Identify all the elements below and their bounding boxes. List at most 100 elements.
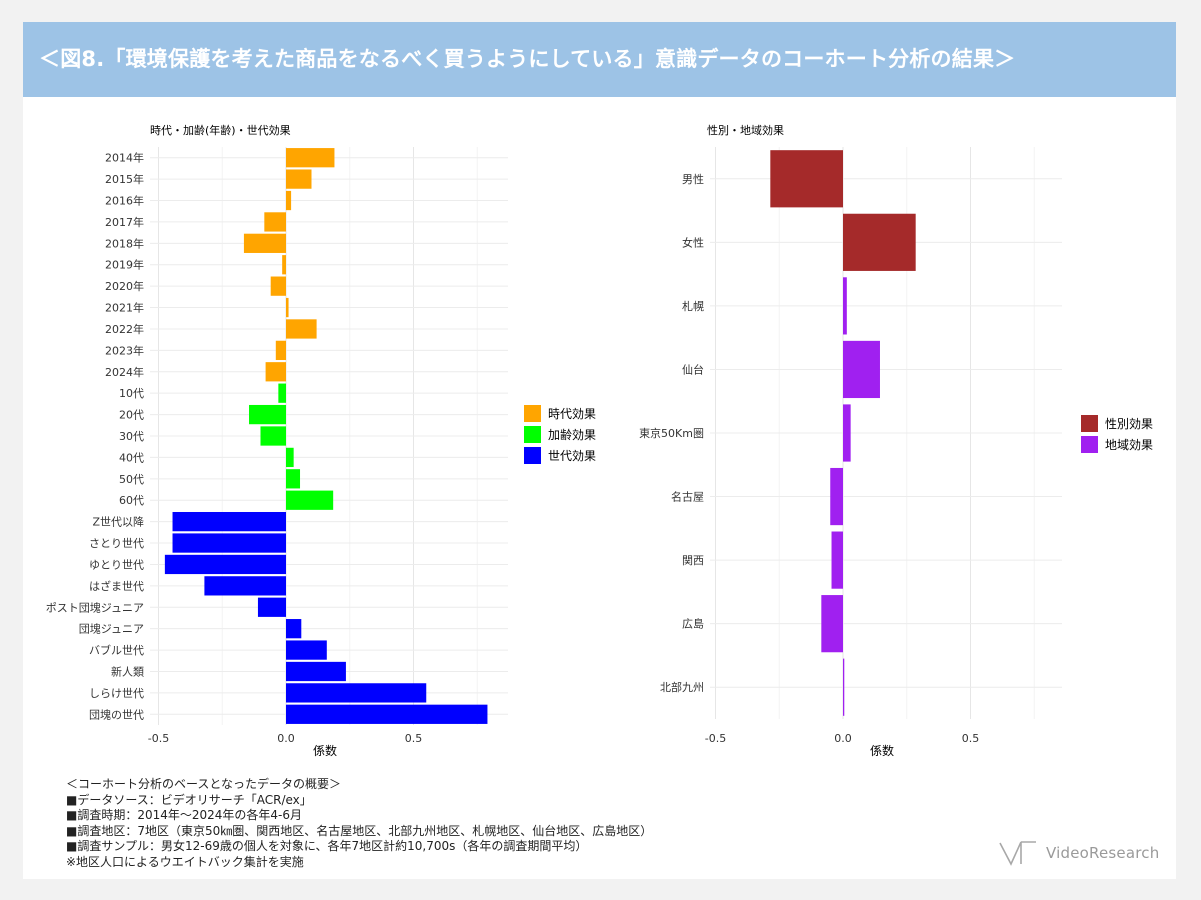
legend-swatch bbox=[524, 405, 541, 422]
x-tick-label: -0.5 bbox=[705, 732, 726, 745]
bar bbox=[821, 595, 843, 653]
category-label: 2020年 bbox=[105, 279, 144, 293]
bar bbox=[831, 531, 843, 589]
content-card: ＜図8.「環境保護を考えた商品をなるべく買うようにしている」意識データのコーホー… bbox=[23, 22, 1176, 879]
category-label: 2021年 bbox=[105, 301, 144, 315]
category-label: 札幌 bbox=[682, 299, 704, 313]
bar bbox=[249, 404, 286, 425]
bar bbox=[270, 276, 286, 296]
bar bbox=[770, 150, 843, 208]
bar bbox=[275, 340, 286, 361]
legend-swatch bbox=[1081, 415, 1098, 432]
bar bbox=[286, 683, 427, 703]
category-label: 団塊ジュニア bbox=[79, 623, 144, 636]
bar bbox=[164, 554, 286, 575]
logo-mark-icon bbox=[999, 841, 1036, 866]
bar bbox=[243, 233, 286, 253]
x-tick-label: 0.5 bbox=[962, 732, 980, 745]
category-label: 2019年 bbox=[105, 258, 144, 272]
bar bbox=[843, 213, 916, 271]
category-label: 2018年 bbox=[105, 236, 144, 250]
category-label: 団塊の世代 bbox=[89, 708, 144, 721]
note-line: ＜コーホート分析のベースとなったデータの概要＞ bbox=[66, 777, 342, 791]
x-axis-title: 係数 bbox=[313, 743, 337, 758]
bar bbox=[286, 297, 289, 318]
bar bbox=[172, 533, 286, 553]
category-label: 2022年 bbox=[105, 322, 144, 336]
data-notes: ＜コーホート分析のベースとなったデータの概要＞ ■データソース：ビデオリサーチ「… bbox=[66, 777, 652, 871]
note-line: ※地区人口によるウエイトバック集計を実施 bbox=[66, 854, 304, 869]
category-label: しらけ世代 bbox=[89, 687, 144, 700]
category-label: 2017年 bbox=[105, 215, 144, 229]
legend-swatch bbox=[524, 426, 541, 443]
bar bbox=[286, 148, 335, 168]
legend-label: 世代効果 bbox=[548, 448, 596, 463]
bar bbox=[260, 426, 286, 446]
category-label: Z世代以降 bbox=[92, 515, 144, 529]
category-label: 50代 bbox=[119, 473, 144, 486]
category-label: 2015年 bbox=[105, 172, 144, 186]
category-label: ポスト団塊ジュニア bbox=[46, 601, 144, 614]
bar bbox=[286, 704, 488, 724]
note-line: ■調査時期：2014年～2024年の各年4-6月 bbox=[66, 808, 303, 823]
category-label: ゆとり世代 bbox=[89, 558, 144, 571]
video-research-logo: VideoResearch bbox=[998, 838, 1159, 868]
x-tick-label: 0.0 bbox=[834, 732, 852, 745]
category-label: 新人類 bbox=[111, 664, 144, 678]
category-label: 女性 bbox=[682, 235, 704, 249]
bar bbox=[172, 511, 286, 532]
legend-label: 加齢効果 bbox=[548, 427, 596, 442]
category-label: 名古屋 bbox=[671, 490, 704, 504]
category-label: 東京50Km圏 bbox=[639, 426, 704, 440]
category-label: 2016年 bbox=[105, 194, 144, 208]
category-label: バブル世代 bbox=[89, 643, 144, 657]
x-axis-title: 係数 bbox=[870, 743, 894, 758]
bar bbox=[286, 319, 317, 339]
bar bbox=[843, 658, 845, 716]
legend-label: 地域効果 bbox=[1105, 437, 1153, 452]
logo-text: VideoResearch bbox=[1046, 844, 1160, 862]
bar bbox=[286, 169, 312, 189]
bar bbox=[830, 467, 843, 526]
category-label: はざま世代 bbox=[89, 579, 144, 593]
bar bbox=[278, 383, 286, 403]
legend-label: 時代効果 bbox=[548, 406, 596, 421]
bar bbox=[286, 619, 302, 639]
page-title: ＜図8.「環境保護を考えた商品をなるべく買うようにしている」意識データのコーホー… bbox=[23, 22, 1176, 97]
category-label: 10代 bbox=[119, 387, 144, 400]
note-line: ■調査地区：7地区（東京50㎞圏、関西地区、名古屋地区、北部九州地区、札幌地区、… bbox=[66, 823, 653, 838]
note-line: ■データソース：ビデオリサーチ「ACR/ex」 bbox=[66, 792, 312, 807]
bar bbox=[204, 576, 286, 596]
category-label: 60代 bbox=[119, 494, 144, 507]
panel-title: 性別・地域効果 bbox=[707, 123, 784, 137]
bar bbox=[265, 362, 286, 382]
x-tick-label: 0.5 bbox=[405, 732, 423, 745]
bar bbox=[264, 212, 286, 232]
legend-swatch bbox=[524, 447, 541, 464]
bar bbox=[286, 190, 292, 211]
category-label: 2014年 bbox=[105, 151, 144, 165]
category-label: 30代 bbox=[119, 430, 144, 443]
legend-swatch bbox=[1081, 436, 1098, 453]
bar bbox=[257, 597, 286, 617]
bar bbox=[843, 277, 847, 335]
category-label: 男性 bbox=[682, 172, 704, 186]
category-label: 北部九州 bbox=[660, 680, 704, 694]
panel-title: 時代・加齢(年齢)・世代効果 bbox=[150, 123, 291, 137]
bar bbox=[843, 404, 851, 462]
bar bbox=[286, 661, 346, 682]
bar bbox=[286, 640, 327, 660]
legend-label: 性別効果 bbox=[1105, 416, 1153, 431]
bar bbox=[286, 447, 294, 468]
bar bbox=[282, 255, 286, 275]
note-line: ■調査サンプル：男女12-69歳の個人を対象に、各年7地区計約10,700s（各… bbox=[66, 839, 588, 854]
bar bbox=[286, 490, 334, 510]
x-tick-label: -0.5 bbox=[148, 732, 169, 745]
bar bbox=[286, 469, 301, 489]
category-label: 40代 bbox=[119, 451, 144, 464]
category-label: さとり世代 bbox=[89, 537, 144, 550]
category-label: 関西 bbox=[682, 554, 704, 567]
category-label: 2023年 bbox=[105, 343, 144, 357]
category-label: 仙台 bbox=[682, 362, 704, 376]
